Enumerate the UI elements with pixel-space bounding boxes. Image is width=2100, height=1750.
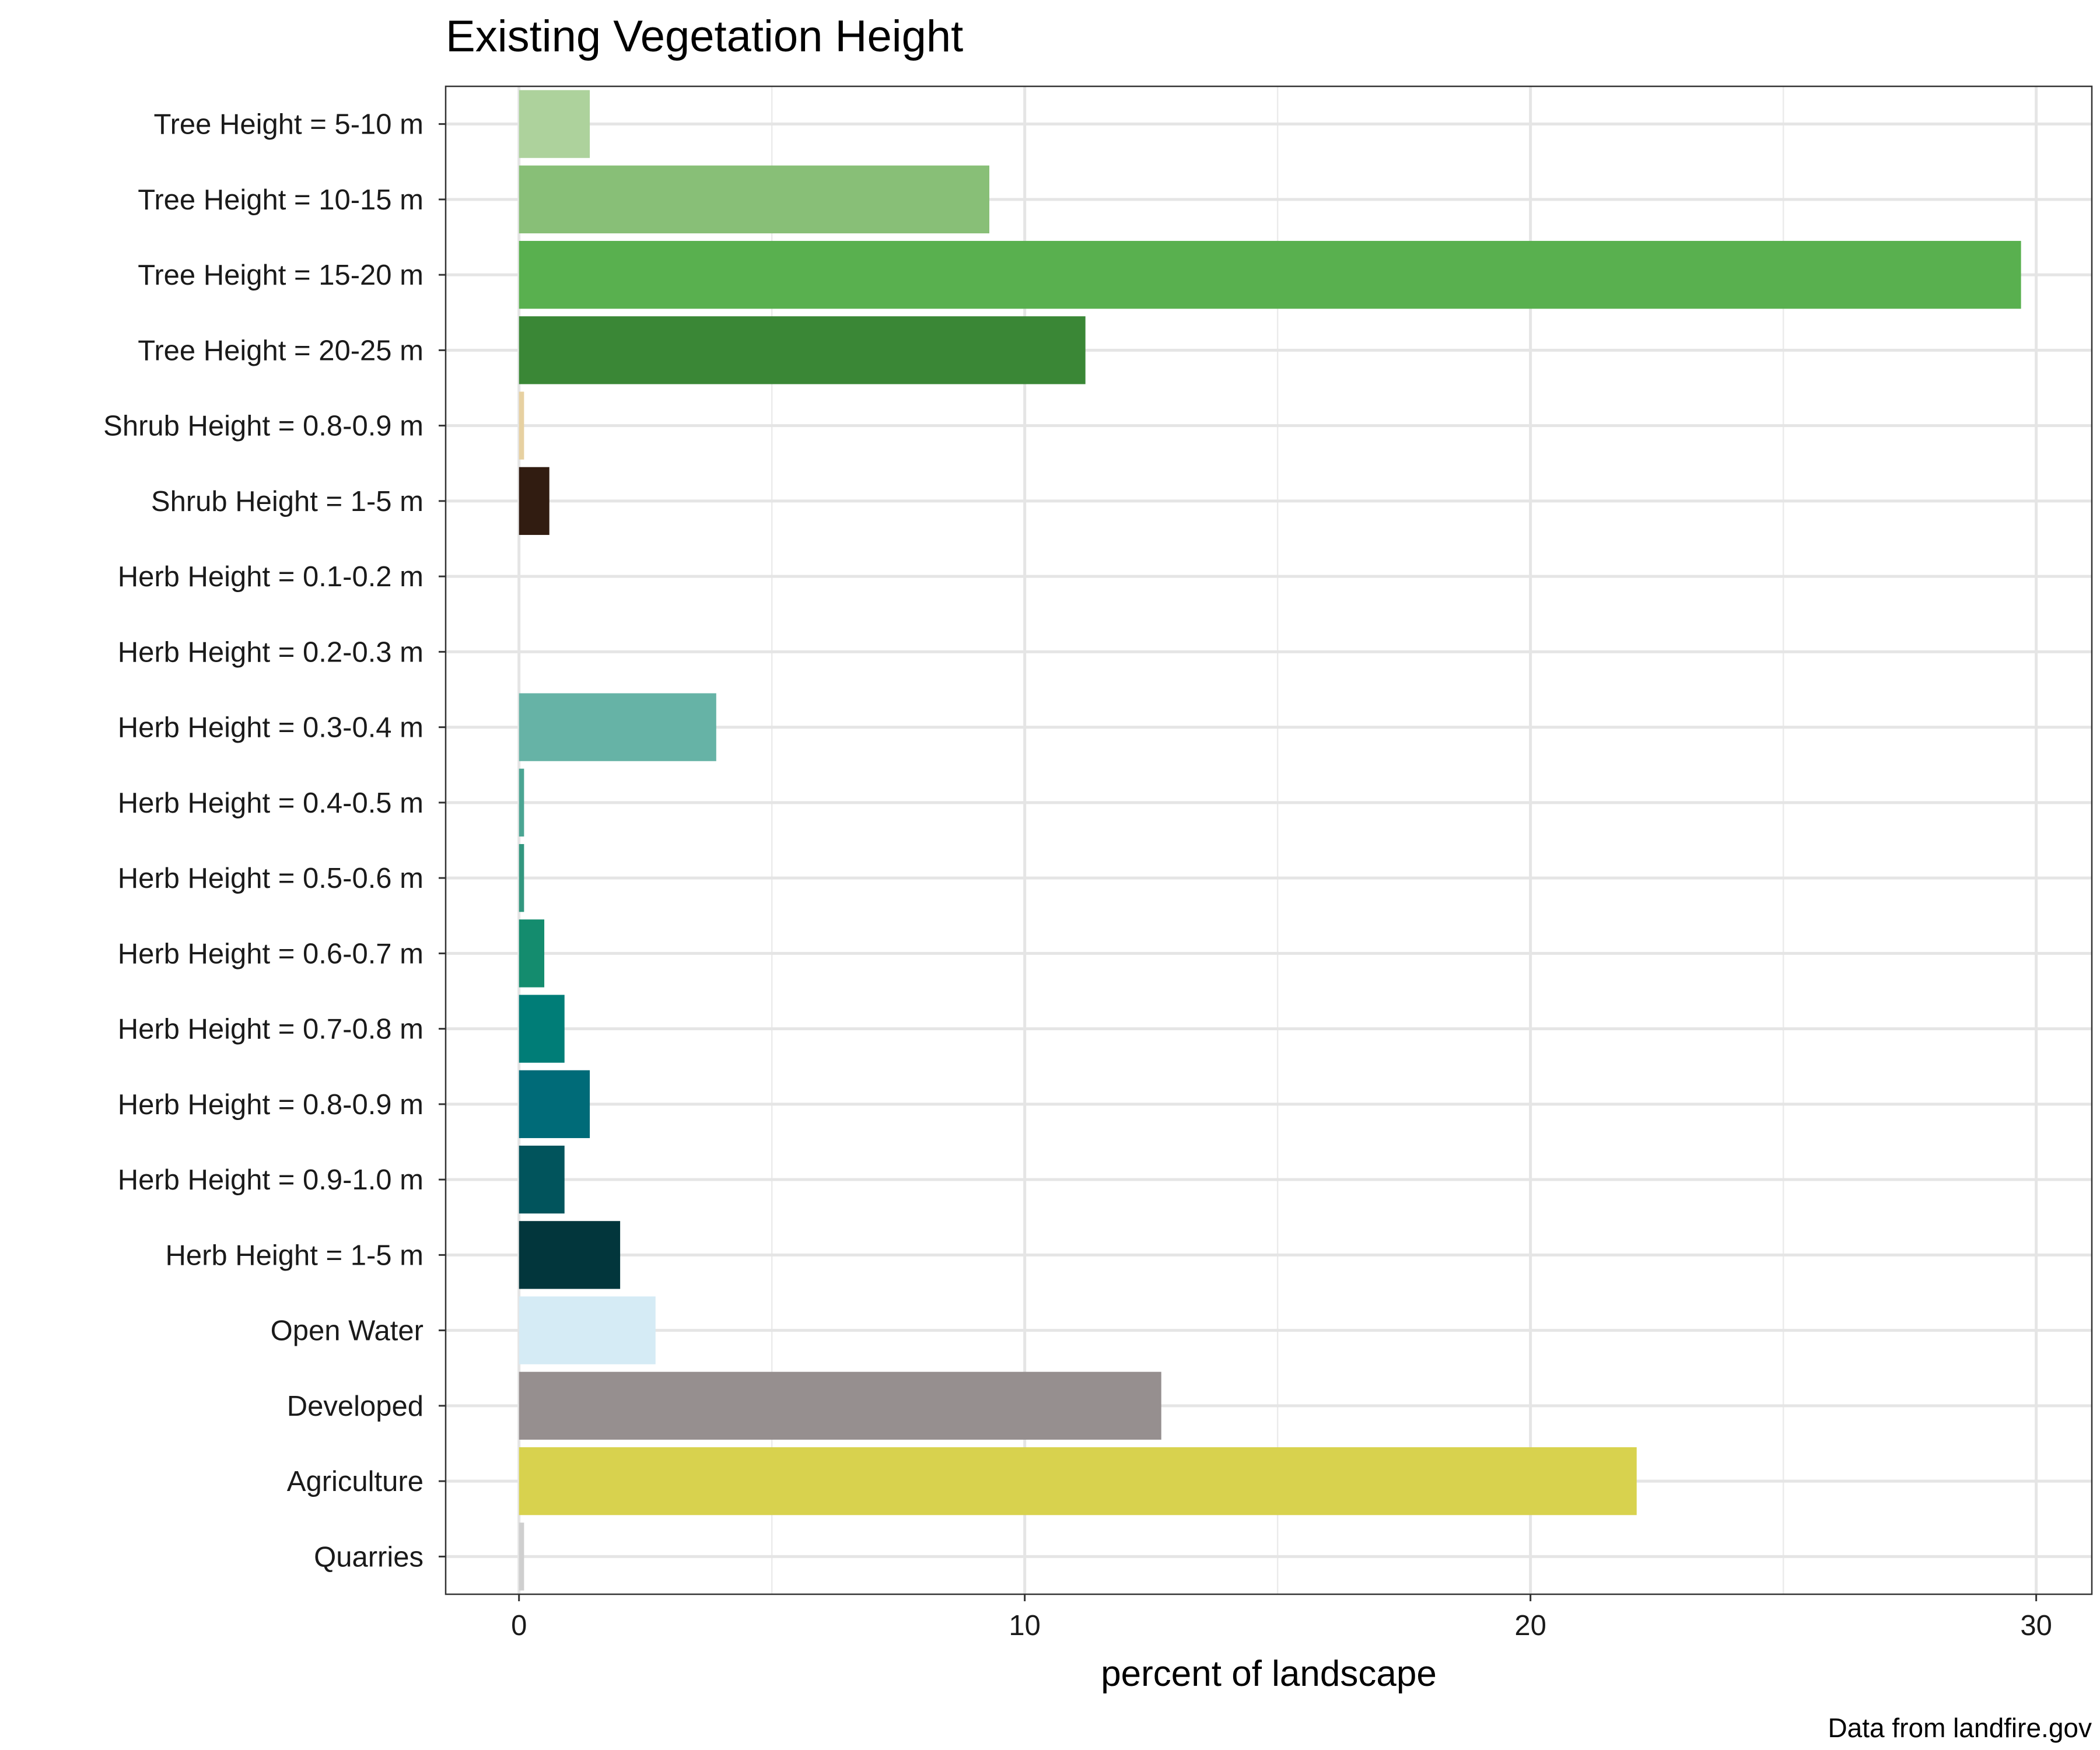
category-label: Agriculture: [287, 1466, 424, 1497]
bar: [519, 919, 545, 988]
category-label: Tree Height = 10-15 m: [138, 184, 424, 216]
plot-border: [444, 85, 2093, 1595]
bar: [519, 90, 590, 158]
bar: [519, 768, 524, 837]
bar: [519, 467, 550, 536]
x-axis: 0 10 20 30: [511, 1594, 2052, 1642]
category-label: Developed: [287, 1391, 424, 1422]
bar: [519, 1221, 621, 1289]
category-label: Herb Height = 0.6-0.7 m: [118, 938, 424, 970]
category-label: Tree Height = 5-10 m: [153, 109, 424, 141]
chart-title: Existing Vegetation Height: [446, 12, 963, 61]
bar: [519, 316, 1086, 384]
y-axis: Tree Height = 5-10 m Tree Height = 10-15 …: [103, 109, 446, 1573]
bar: [519, 1145, 565, 1214]
bar: [519, 1296, 656, 1364]
category-label: Herb Height = 0.8-0.9 m: [118, 1089, 424, 1121]
bar: [519, 391, 524, 460]
category-label: Herb Height = 0.7-0.8 m: [118, 1014, 424, 1045]
category-label: Quarries: [314, 1541, 424, 1573]
category-label: Herb Height = 0.4-0.5 m: [118, 788, 424, 819]
x-axis-title: percent of landscape: [1101, 1654, 1437, 1694]
plot-panel: [446, 86, 2092, 1594]
category-label: Tree Height = 20-25 m: [138, 335, 424, 366]
category-label: Herb Height = 1-5 m: [165, 1240, 424, 1271]
bar: [519, 1371, 1161, 1440]
bar: [519, 240, 2021, 309]
bar: [519, 165, 989, 234]
bar: [519, 844, 524, 912]
category-label: Shrub Height = 0.8-0.9 m: [103, 411, 424, 442]
x-tick-label: 30: [2020, 1610, 2052, 1642]
x-tick-label: 0: [511, 1610, 527, 1642]
category-label: Herb Height = 0.1-0.2 m: [118, 561, 424, 593]
category-label: Herb Height = 0.3-0.4 m: [118, 712, 424, 744]
bar: [519, 995, 565, 1063]
category-label: Shrub Height = 1-5 m: [151, 486, 424, 517]
category-label: Herb Height = 0.2-0.3 m: [118, 636, 424, 668]
bars: [519, 90, 2021, 1591]
bar: [519, 1447, 1637, 1516]
data-source-caption: Data from landfire.gov: [1828, 1713, 2092, 1743]
bar: [519, 1070, 590, 1139]
category-label: Open Water: [271, 1315, 424, 1347]
bar: [519, 693, 716, 761]
category-label: Herb Height = 0.9-1.0 m: [118, 1164, 424, 1196]
category-label: Herb Height = 0.5-0.6 m: [118, 863, 424, 894]
x-tick-label: 20: [1514, 1610, 1546, 1642]
x-tick-label: 10: [1009, 1610, 1041, 1642]
grid: [446, 86, 2092, 1594]
bar: [519, 1522, 524, 1591]
category-label: Tree Height = 15-20 m: [138, 260, 424, 291]
